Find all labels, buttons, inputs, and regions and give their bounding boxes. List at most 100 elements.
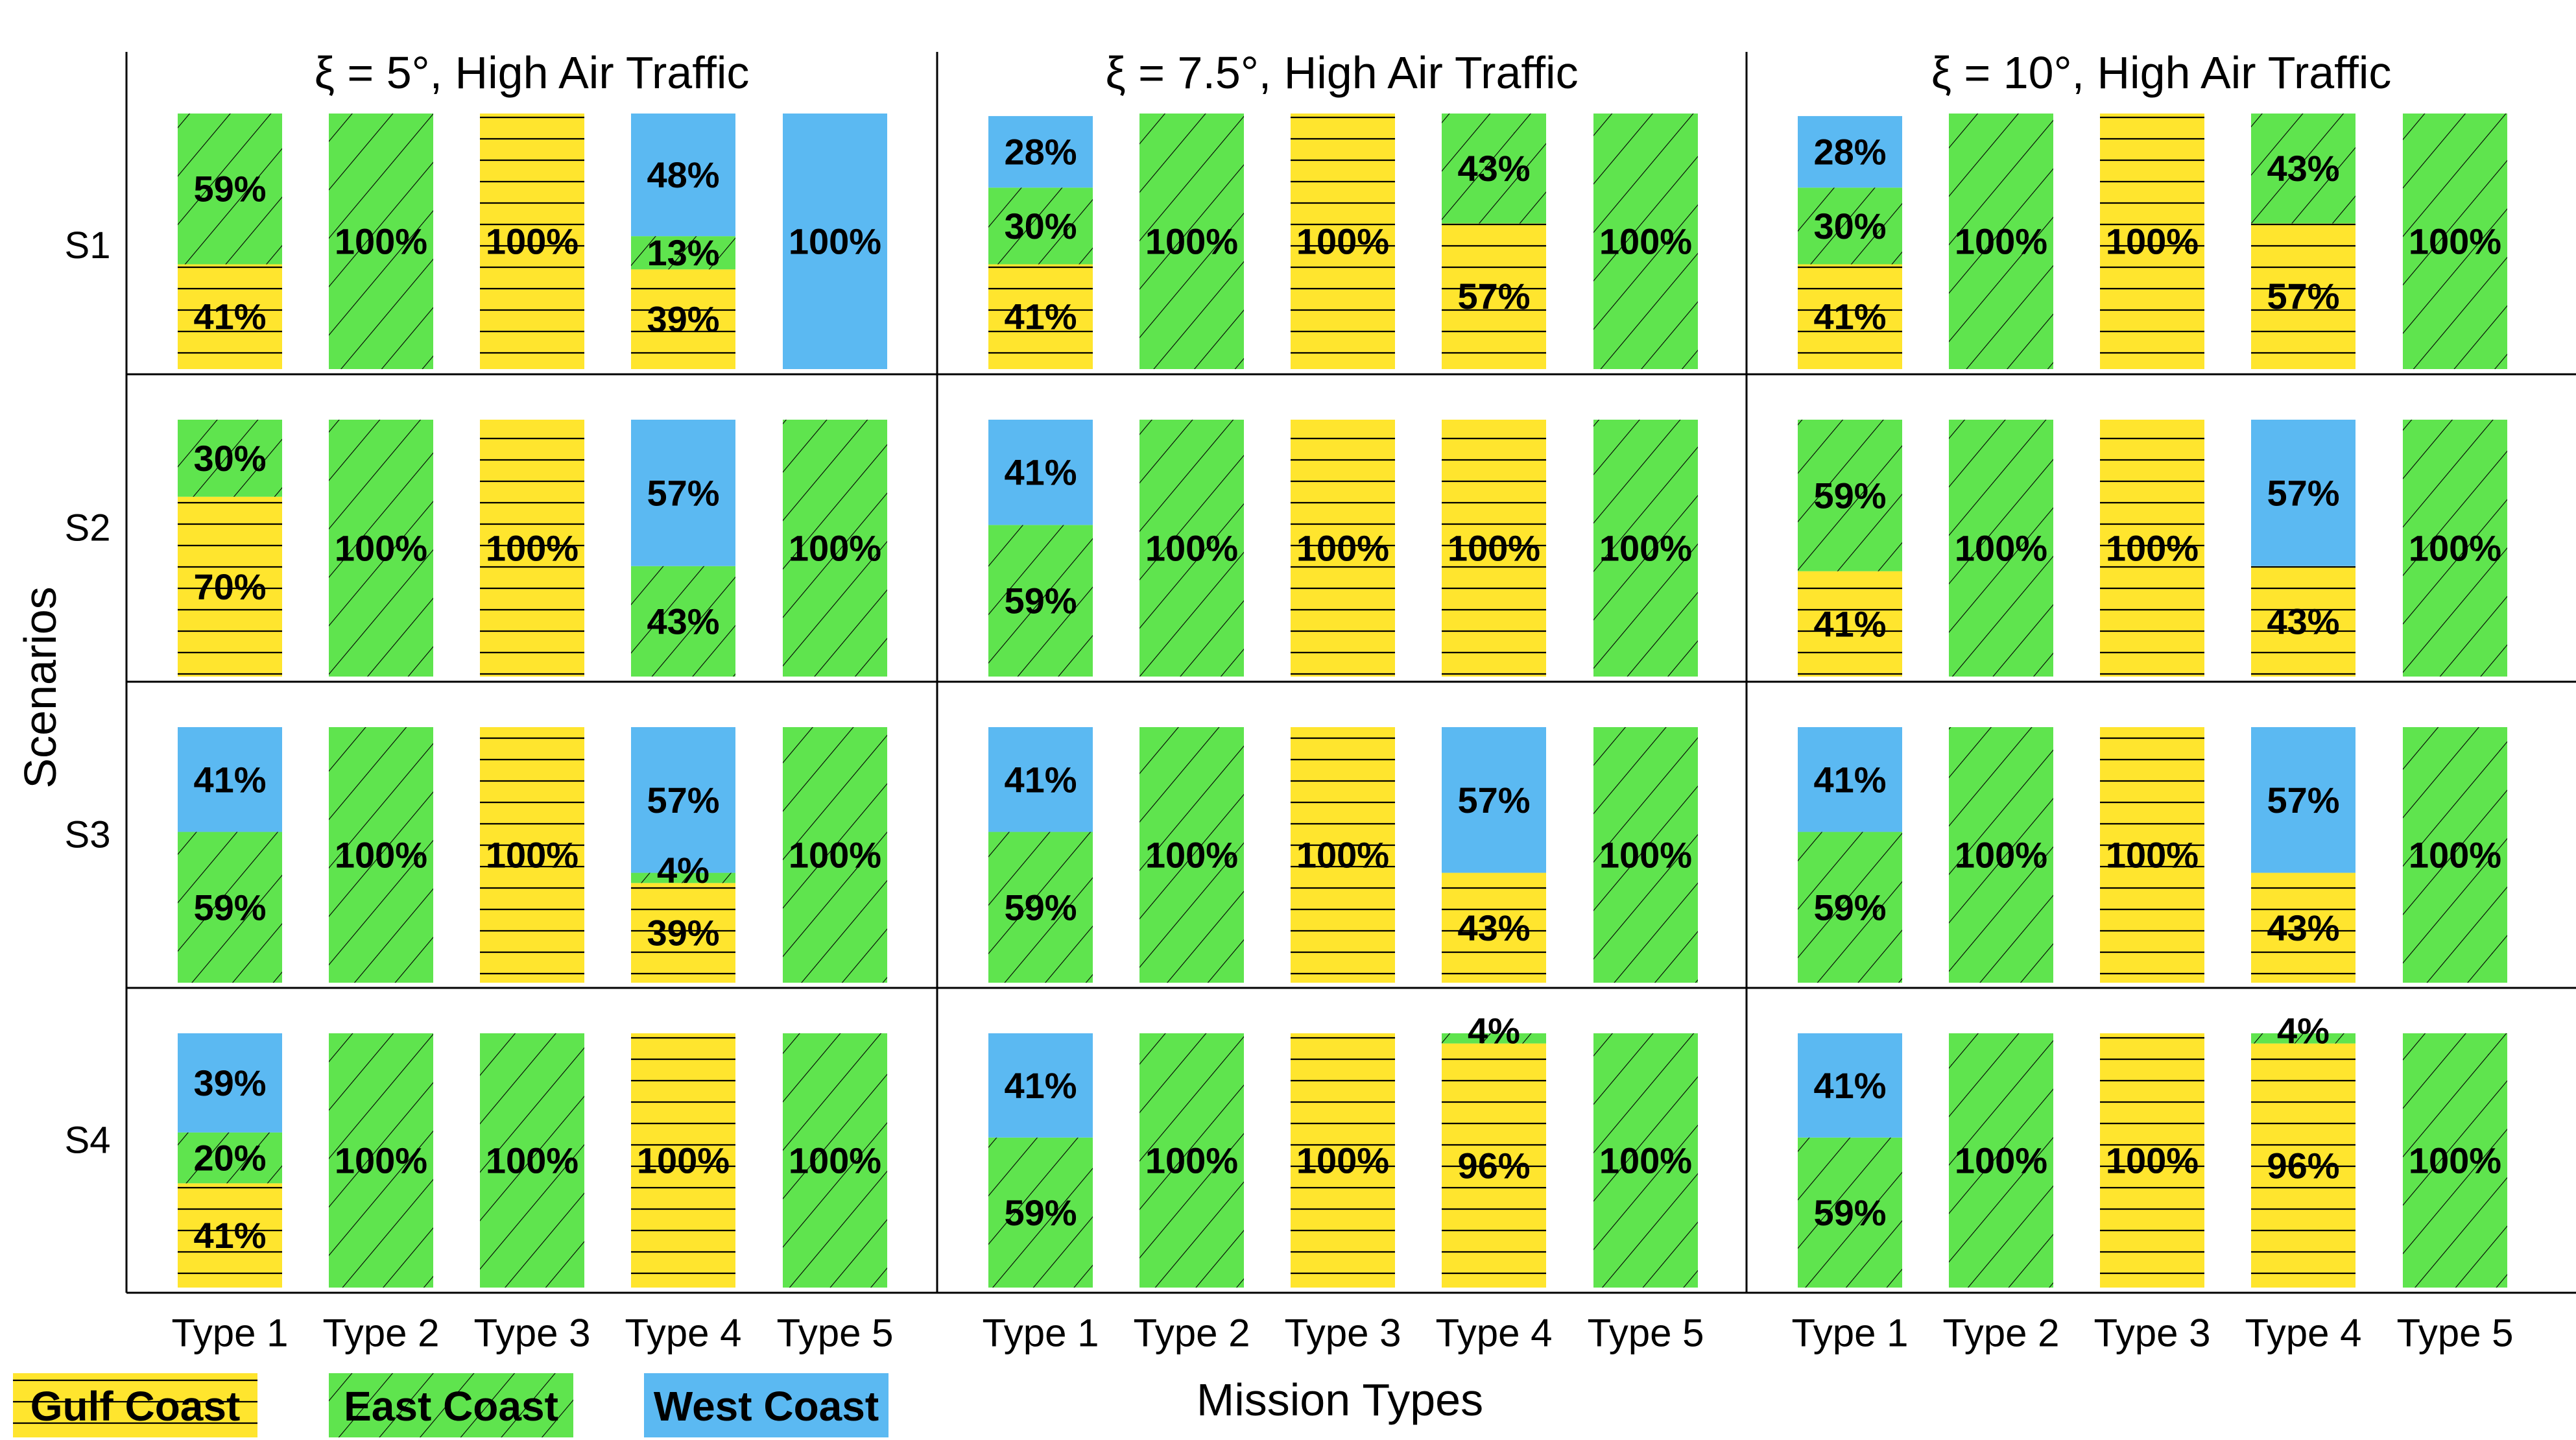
bar-label-p3-s2-t3-1: 100% <box>2106 528 2199 569</box>
bar-label-p2-s1-t2-1: 100% <box>1145 221 1238 262</box>
bar-label-p3-s4-t2-1: 100% <box>1955 1140 2047 1181</box>
bar-label-p3-s3-t4-1: 43% <box>2267 907 2339 948</box>
bar-p3-s2-t1-east-hatch <box>1798 420 1902 571</box>
bar-label-p1-s4-t4-1: 100% <box>637 1140 730 1181</box>
bar-p3-s1-t1-west <box>1798 115 1902 188</box>
x-tick-label-p2-5: Type 5 <box>1587 1312 1704 1355</box>
x-tick-label-p1-4: Type 4 <box>625 1312 741 1355</box>
bar-label-p3-s1-t1-2: 30% <box>1813 206 1886 246</box>
bar-label-p1-s3-t2-1: 100% <box>335 835 427 876</box>
bars-layer <box>178 114 2507 1288</box>
bar-label-p2-s3-t3-1: 100% <box>1296 835 1389 876</box>
bar-label-p3-s4-t1-2: 41% <box>1813 1065 1886 1106</box>
bar-p1-s2-t5-east-hatch <box>783 420 887 677</box>
bar-p1-s1-t1-gulf-hatch <box>178 264 282 369</box>
bar-p1-s4-t4-gulf-hatch <box>631 1033 735 1288</box>
legend-label-west: West Coast <box>654 1383 879 1430</box>
bar-p1-s1-t4-east-hatch <box>631 236 735 270</box>
bar-p3-s4-t1-east-hatch <box>1798 1137 1902 1288</box>
bar-p3-s2-t5-east-hatch <box>2403 420 2507 677</box>
bar-label-p1-s4-t1-1: 41% <box>193 1215 266 1256</box>
bar-p1-s1-t3-gulf-hatch <box>480 114 584 369</box>
bar-label-p2-s4-t4-2: 4% <box>1468 1011 1520 1051</box>
bar-p2-s1-t3-gulf-hatch <box>1291 114 1395 369</box>
bar-p3-s1-t3-gulf-hatch <box>2100 114 2204 369</box>
bar-label-p1-s4-t5-1: 100% <box>789 1140 881 1181</box>
bar-p2-s1-t5-east-hatch <box>1593 114 1698 369</box>
bar-label-p2-s1-t5-1: 100% <box>1599 221 1692 262</box>
bar-label-p1-s2-t1-1: 70% <box>193 566 266 607</box>
bar-p2-s3-t1-west <box>988 727 1093 832</box>
bar-label-p1-s2-t2-1: 100% <box>335 528 427 569</box>
bar-label-p1-s3-t1-1: 59% <box>193 887 266 928</box>
bar-p1-s3-t4-west <box>631 727 735 873</box>
y-tick-label-3: S3 <box>65 814 111 856</box>
bar-p3-s4-t2-east-hatch <box>1949 1033 2053 1288</box>
bar-label-p3-s1-t3-1: 100% <box>2106 221 2199 262</box>
bar-p3-s2-t4-west <box>2251 420 2355 566</box>
bar-label-p3-s3-t5-1: 100% <box>2409 835 2501 876</box>
bar-p3-s4-t3-gulf-hatch <box>2100 1033 2204 1288</box>
bar-label-p3-s2-t2-1: 100% <box>1955 528 2047 569</box>
bar-label-p1-s1-t4-1: 39% <box>647 299 719 340</box>
bar-p1-s3-t4-east-hatch <box>631 872 735 883</box>
legend-label-gulf: Gulf Coast <box>30 1383 241 1430</box>
bar-p1-s2-t2-east-hatch <box>329 420 433 677</box>
bar-p1-s3-t3-gulf-hatch <box>480 727 584 983</box>
labels-layer: ξ = 5°, High Air Traffic 41% 59% 100% 100% 39… <box>13 47 2514 1437</box>
y-tick-label-4: S4 <box>65 1120 111 1162</box>
bar-p1-s1-t5-west <box>783 114 887 369</box>
bar-p2-s4-t1-west <box>988 1033 1093 1138</box>
bar-label-p3-s1-t1-1: 41% <box>1813 296 1886 337</box>
bar-label-p2-s2-t1-2: 41% <box>1004 452 1077 493</box>
bar-p1-s2-t3-gulf-hatch <box>480 420 584 677</box>
bar-label-p3-s2-t1-1: 41% <box>1813 603 1886 644</box>
legend-swatch-gulf-hatch <box>13 1373 257 1437</box>
panel-title-1: ξ = 5°, High Air Traffic <box>315 47 750 98</box>
bar-p2-s4-t2-east-hatch <box>1139 1033 1244 1288</box>
bar-p3-s1-t2-east-hatch <box>1949 114 2053 369</box>
bar-label-p2-s4-t2-1: 100% <box>1145 1140 1238 1181</box>
bar-label-p2-s1-t4-1: 57% <box>1457 276 1530 317</box>
bar-p3-s4-t1-west <box>1798 1033 1902 1138</box>
bar-p1-s2-t1-gulf-hatch <box>178 496 282 677</box>
bar-label-p3-s2-t5-1: 100% <box>2409 528 2501 569</box>
x-tick-label-p3-2: Type 2 <box>1942 1312 2059 1355</box>
bar-label-p1-s4-t1-2: 20% <box>193 1138 266 1179</box>
bar-label-p2-s1-t1-3: 28% <box>1004 132 1077 173</box>
bar-p2-s4-t4-gulf-hatch <box>1442 1043 1546 1288</box>
bar-p3-s3-t5-east-hatch <box>2403 727 2507 983</box>
bar-p2-s1-t2-east-hatch <box>1139 114 1244 369</box>
bar-p2-s2-t1-east-hatch <box>988 525 1093 677</box>
x-tick-label-p2-3: Type 3 <box>1284 1312 1401 1355</box>
bar-label-p1-s1-t3-1: 100% <box>486 221 578 262</box>
bar-p1-s3-t1-east-hatch <box>178 832 282 983</box>
bar-p2-s3-t4-gulf-hatch <box>1442 872 1546 983</box>
bar-label-p3-s1-t1-3: 28% <box>1813 132 1886 173</box>
bar-p1-s3-t1-west <box>178 727 282 832</box>
bar-p2-s1-t1-gulf-hatch <box>988 264 1093 369</box>
bar-label-p2-s2-t3-1: 100% <box>1296 528 1389 569</box>
bar-p2-s4-t4-east-hatch <box>1442 1033 1546 1044</box>
bar-p1-s2-t1-east-hatch <box>178 420 282 497</box>
bar-p1-s4-t3-east-hatch <box>480 1033 584 1288</box>
bar-p3-s2-t1-gulf-hatch <box>1798 571 1902 677</box>
bar-p3-s3-t4-west <box>2251 727 2355 873</box>
bar-label-p1-s1-t1-2: 59% <box>193 169 266 210</box>
bar-label-p1-s1-t4-2: 13% <box>647 232 719 273</box>
bar-label-p2-s1-t1-2: 30% <box>1004 206 1077 246</box>
x-tick-label-p3-1: Type 1 <box>1791 1312 1908 1355</box>
bar-p3-s4-t5-east-hatch <box>2403 1033 2507 1288</box>
bar-p3-s3-t2-east-hatch <box>1949 727 2053 983</box>
legend-swatch-east-hatch <box>329 1373 573 1437</box>
bar-label-p3-s2-t4-1: 43% <box>2267 601 2339 642</box>
x-tick-label-p2-2: Type 2 <box>1133 1312 1250 1355</box>
bar-label-p2-s4-t5-1: 100% <box>1599 1140 1692 1181</box>
bar-label-p3-s2-t4-2: 57% <box>2267 472 2339 513</box>
bar-p3-s2-t2-east-hatch <box>1949 420 2053 677</box>
bar-label-p1-s2-t1-2: 30% <box>193 438 266 479</box>
bar-p3-s1-t4-east-hatch <box>2251 114 2355 224</box>
bar-label-p3-s4-t4-1: 96% <box>2267 1145 2339 1186</box>
bar-label-p1-s4-t3-1: 100% <box>486 1140 578 1181</box>
